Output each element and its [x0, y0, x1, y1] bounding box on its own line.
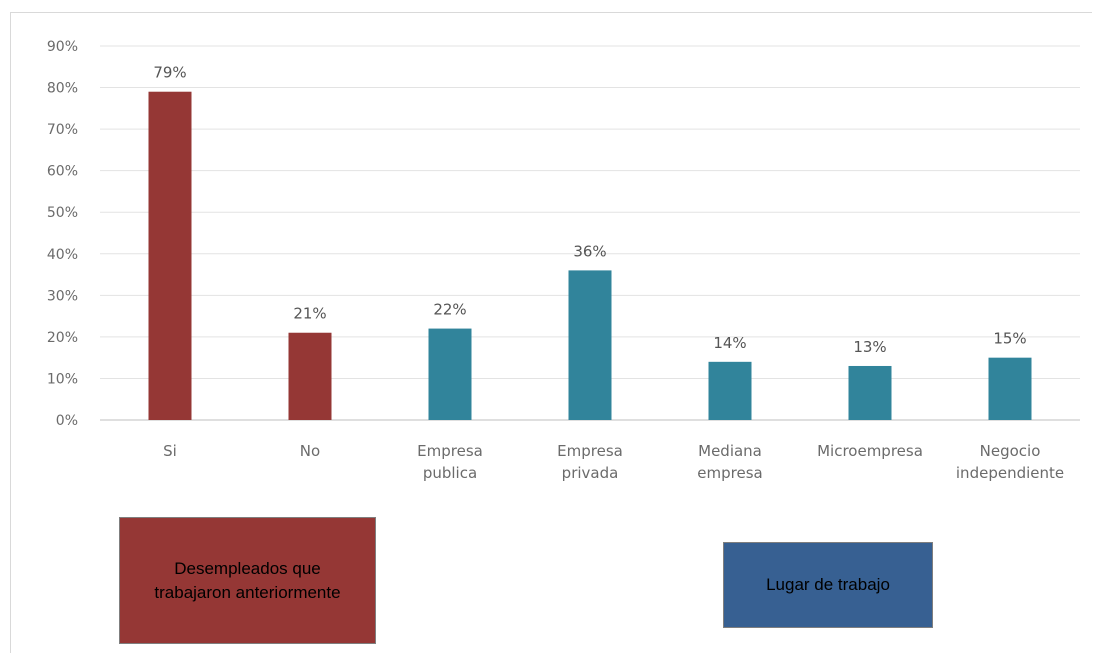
y-tick-label: 30%: [47, 288, 78, 304]
y-tick-label: 90%: [47, 39, 78, 55]
data-label: 15%: [993, 330, 1026, 348]
y-tick-label: 10%: [47, 371, 78, 387]
bar: [708, 361, 752, 420]
y-tick-label: 50%: [47, 205, 78, 221]
y-tick-label: 80%: [47, 81, 78, 97]
bar: [148, 91, 192, 420]
category-label: Negocio independiente: [956, 442, 1064, 482]
y-tick-label: 40%: [47, 247, 78, 263]
category-label: No: [300, 442, 320, 460]
data-label: 79%: [153, 64, 186, 82]
y-tick-label: 70%: [47, 122, 78, 138]
chart-frame: [10, 12, 1092, 653]
data-label: 36%: [573, 242, 606, 260]
category-label: Mediana empresa: [697, 442, 762, 482]
y-tick-label: 20%: [47, 330, 78, 346]
category-label: Empresa privada: [557, 442, 623, 482]
category-label: Si: [163, 442, 177, 460]
group-label-lugar-de-trabajo: Lugar de trabajo: [723, 542, 933, 628]
data-label: 22%: [433, 301, 466, 319]
y-tick-label: 0%: [56, 413, 78, 429]
group-label-desempleados: Desempleados que trabajaron anteriorment…: [119, 517, 376, 644]
bar: [288, 332, 332, 420]
y-tick-label: 60%: [47, 164, 78, 180]
category-label: Microempresa: [817, 442, 923, 460]
data-label: 14%: [713, 334, 746, 352]
bar: [568, 270, 612, 420]
bar: [848, 365, 892, 420]
category-label: Empresa publica: [417, 442, 483, 482]
data-label: 13%: [853, 338, 886, 356]
bar-chart: 0% 10% 20% 30% 40% 50% 60% 70% 80% 90% 79% Si 21% No 2…: [47, 39, 1080, 482]
bar: [988, 357, 1032, 420]
bar: [428, 328, 472, 420]
data-label: 21%: [293, 305, 326, 323]
